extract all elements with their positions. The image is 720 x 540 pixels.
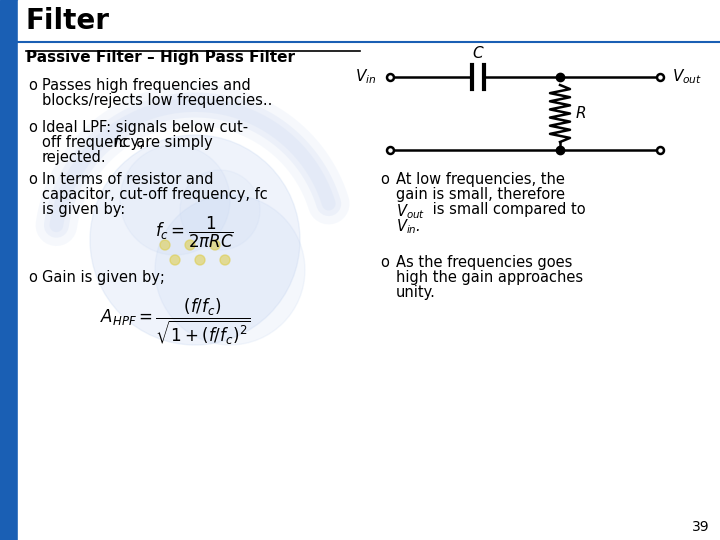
Text: o: o bbox=[380, 172, 389, 187]
Text: $V_{in}$: $V_{in}$ bbox=[354, 68, 376, 86]
Text: Filter: Filter bbox=[26, 7, 110, 35]
Circle shape bbox=[120, 145, 230, 255]
Bar bbox=[0, 42, 18, 540]
Circle shape bbox=[170, 255, 180, 265]
Circle shape bbox=[210, 240, 220, 250]
Text: off frequency,: off frequency, bbox=[42, 135, 148, 150]
Circle shape bbox=[180, 170, 260, 250]
Circle shape bbox=[220, 255, 230, 265]
Text: o: o bbox=[28, 270, 37, 285]
Text: o: o bbox=[28, 78, 37, 93]
Circle shape bbox=[90, 135, 300, 345]
Text: $V_{out}$: $V_{out}$ bbox=[396, 202, 425, 221]
Bar bbox=[0, 0, 720, 42]
Text: o: o bbox=[28, 120, 37, 135]
Text: o: o bbox=[28, 172, 37, 187]
Text: is small compared to: is small compared to bbox=[428, 202, 585, 217]
Text: high the gain approaches: high the gain approaches bbox=[396, 270, 583, 285]
Text: Ideal LPF: signals below cut-: Ideal LPF: signals below cut- bbox=[42, 120, 248, 135]
Circle shape bbox=[155, 195, 305, 345]
Circle shape bbox=[160, 240, 170, 250]
Text: $V_{in}$.: $V_{in}$. bbox=[396, 217, 420, 235]
Text: As the frequencies goes: As the frequencies goes bbox=[396, 255, 572, 270]
Text: is given by:: is given by: bbox=[42, 202, 125, 217]
Text: $V_{out}$: $V_{out}$ bbox=[672, 68, 702, 86]
Bar bbox=[18, 0, 720, 42]
Text: blocks/rejects low frequencies..: blocks/rejects low frequencies.. bbox=[42, 93, 272, 108]
Text: At low frequencies, the: At low frequencies, the bbox=[396, 172, 565, 187]
Text: $A_{HPF} = \dfrac{(f/f_c)}{\sqrt{1+(f/f_c)^2}}$: $A_{HPF} = \dfrac{(f/f_c)}{\sqrt{1+(f/f_… bbox=[100, 297, 251, 347]
Text: $f_c = \dfrac{1}{2\pi RC}$: $f_c = \dfrac{1}{2\pi RC}$ bbox=[155, 214, 234, 249]
Text: Passes high frequencies and: Passes high frequencies and bbox=[42, 78, 251, 93]
Text: gain is small, therefore: gain is small, therefore bbox=[396, 187, 565, 202]
Text: o: o bbox=[380, 255, 389, 270]
Text: rejected.: rejected. bbox=[42, 150, 107, 165]
Text: capacitor, cut-off frequency, fc: capacitor, cut-off frequency, fc bbox=[42, 187, 268, 202]
Circle shape bbox=[185, 240, 195, 250]
Text: fc: fc bbox=[114, 135, 127, 150]
Circle shape bbox=[195, 255, 205, 265]
Text: Passive Filter – High Pass Filter: Passive Filter – High Pass Filter bbox=[26, 50, 295, 65]
Text: C: C bbox=[473, 46, 483, 61]
Text: Gain is given by;: Gain is given by; bbox=[42, 270, 165, 285]
Text: R: R bbox=[576, 106, 587, 121]
Text: are simply: are simply bbox=[127, 135, 212, 150]
Text: 39: 39 bbox=[693, 520, 710, 534]
Text: In terms of resistor and: In terms of resistor and bbox=[42, 172, 214, 187]
Text: unity.: unity. bbox=[396, 285, 436, 300]
